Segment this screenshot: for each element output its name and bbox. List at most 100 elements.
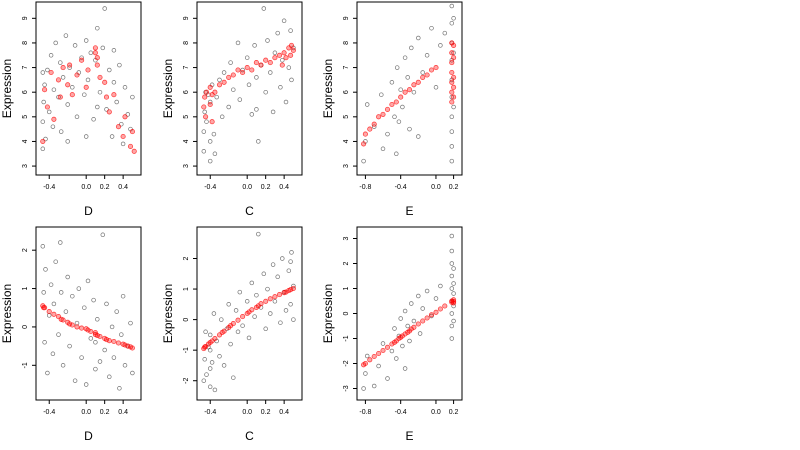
data-point [272,294,278,300]
data-point [58,240,63,245]
data-point [283,289,289,295]
data-point [364,353,370,359]
data-point [202,94,208,100]
data-point [379,92,384,97]
data-point [261,271,267,277]
data-point [117,386,122,391]
data-point [268,70,273,75]
data-point [85,67,91,73]
data-point [83,38,89,43]
data-point [361,141,367,147]
data-point [207,84,213,90]
y-tick-label: -1 [183,347,190,353]
data-point [254,75,259,80]
data-point [451,300,457,306]
data-point [291,283,296,289]
data-point [451,291,456,296]
y-axis-title: Expression [0,59,14,118]
data-point [212,336,218,342]
data-point [221,328,227,334]
data-point [246,335,252,341]
data-point [82,305,87,310]
data-point [83,382,89,387]
data-point [100,232,106,238]
plot-frame [35,226,142,401]
data-point [102,6,107,11]
data-point [405,75,410,80]
data-point [371,383,377,389]
data-point [402,331,408,337]
data-point [129,129,135,135]
data-point [228,341,233,347]
data-point [91,297,96,303]
data-point [384,106,391,112]
data-point [231,375,236,380]
data-point [207,366,213,371]
data-point [201,104,207,110]
x-axis-title: D [84,204,93,218]
data-point [95,104,100,110]
data-point [267,296,273,302]
data-point [203,89,210,95]
data-point [449,99,455,105]
data-point [203,114,209,120]
data-point [45,370,50,376]
data-point [428,312,435,318]
data-point [94,62,100,68]
data-point [235,40,241,46]
x-tick-label: 0.0 [81,184,91,191]
y-tick-label: 9 [22,16,29,20]
data-point [221,70,227,75]
y-tick-label: 9 [343,16,350,20]
data-point [367,357,373,363]
x-axis-title: E [405,204,413,218]
data-point [226,74,232,80]
data-point [104,301,109,307]
data-point [235,67,241,73]
data-point [288,52,294,58]
data-point [288,28,293,33]
data-point [79,57,85,63]
data-point [380,341,386,346]
data-point [278,85,283,90]
data-point [130,94,135,100]
data-point [449,311,455,316]
data-point [376,114,382,120]
data-point [43,267,48,272]
x-tick-label: 0.0 [431,184,441,191]
data-point [451,104,456,110]
data-point [130,370,135,376]
data-point [102,79,108,85]
data-point [265,38,270,43]
data-point [424,53,430,58]
data-point [79,55,84,60]
data-point [67,343,72,349]
data-point [449,273,455,279]
data-point [48,69,54,76]
data-point [97,89,103,95]
data-point [111,355,117,360]
data-point [361,386,366,391]
data-point [286,65,292,70]
data-point [406,87,413,93]
data-point [42,87,48,93]
data-point [280,256,285,261]
x-tick-label: 0.2 [261,184,271,191]
data-point [449,144,455,149]
data-point [60,65,66,71]
data-point [60,317,66,323]
data-point [40,244,46,249]
data-point [424,288,430,294]
data-point [449,323,455,329]
data-point [46,109,52,115]
data-point [367,126,373,132]
data-point [211,311,217,316]
data-point [67,65,72,70]
data-point [451,281,456,286]
data-point [392,326,397,331]
data-point [94,55,100,61]
x-tick-label: -0.4 [204,184,216,191]
data-point [376,363,381,369]
black-point-series [361,233,456,391]
